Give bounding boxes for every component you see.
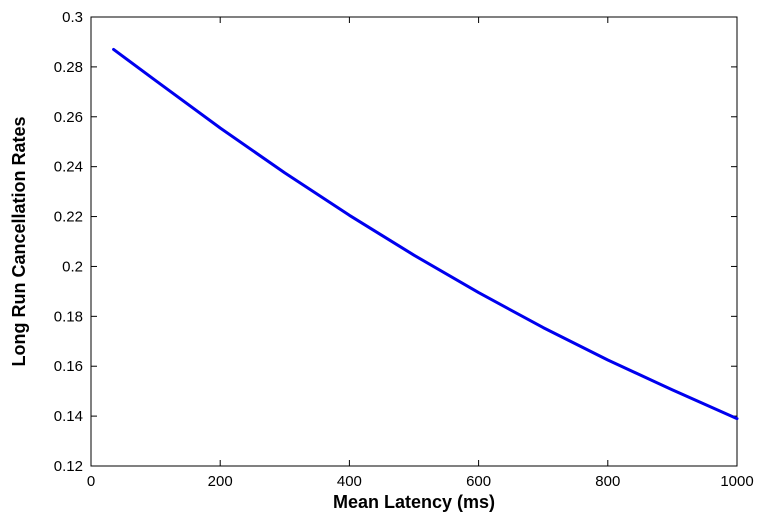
- x-tick-label: 800: [595, 473, 620, 490]
- plot-area: [90, 16, 738, 467]
- axis-ticks: [90, 16, 738, 467]
- x-tick-label: 200: [208, 473, 233, 490]
- x-tick-label: 600: [466, 473, 491, 490]
- y-tick-label: 0.28: [54, 59, 83, 76]
- y-axis-label: Long Run Cancellation Rates: [9, 116, 29, 366]
- y-tick-label: 0.22: [54, 209, 83, 226]
- x-axis-label: Mean Latency (ms): [333, 492, 495, 512]
- y-tick-label: 0.12: [54, 458, 83, 475]
- series-layer: [112, 47, 739, 421]
- y-tick-label: 0.2: [62, 258, 83, 275]
- y-tick-label: 0.24: [54, 159, 83, 176]
- y-tick-label: 0.16: [54, 358, 83, 375]
- x-tick-label: 1000: [720, 473, 753, 490]
- series-line: [112, 47, 739, 421]
- x-tick-label: 0: [87, 473, 95, 490]
- y-tick-label: 0.18: [54, 308, 83, 325]
- y-tick-label: 0.14: [54, 408, 83, 425]
- y-tick-label: 0.26: [54, 109, 83, 126]
- tick-labels: 0 200 400 600 800 1000 0.12 0.14 0.16 0.18 0.2 0.22…: [54, 9, 754, 490]
- x-tick-label: 400: [337, 473, 362, 490]
- y-tick-label: 0.3: [62, 9, 83, 26]
